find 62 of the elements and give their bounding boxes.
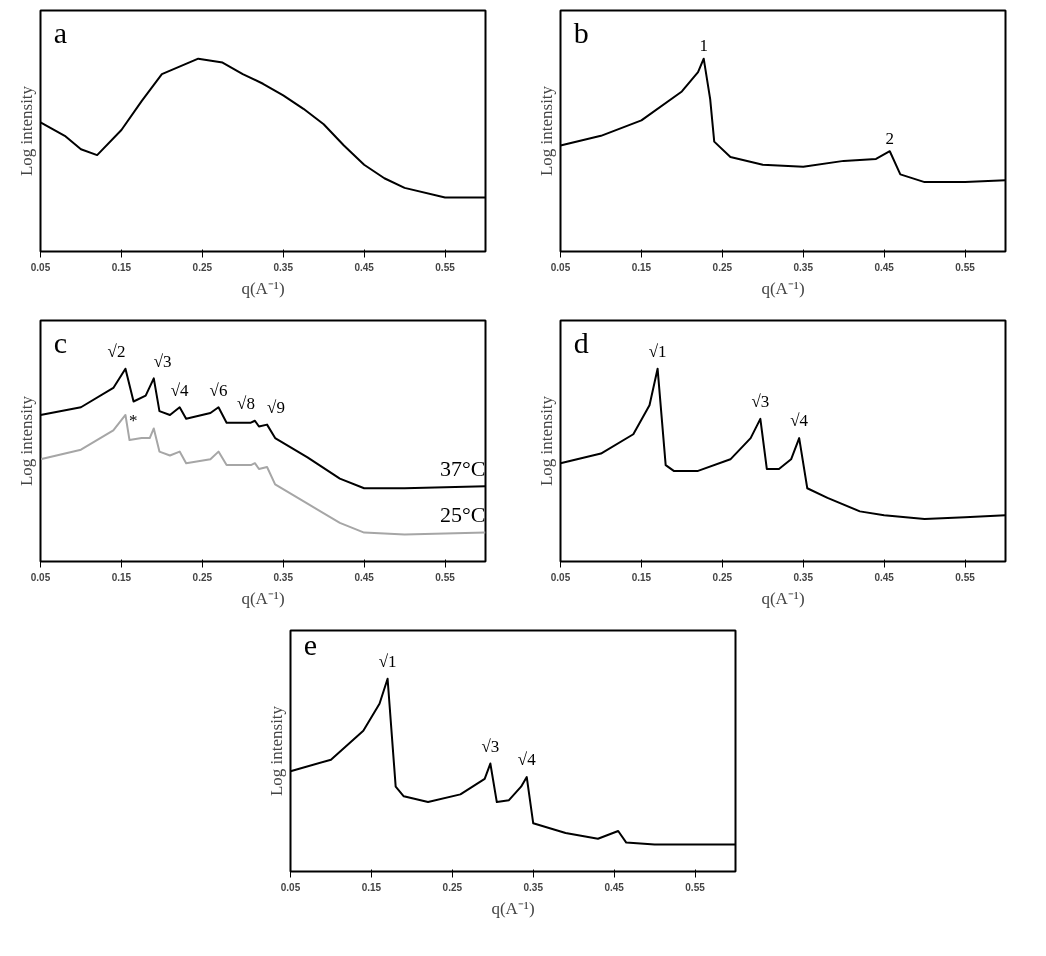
x-tick-label: 0.55 — [685, 881, 706, 893]
x-tick-label: 0.35 — [273, 261, 294, 273]
x-tick-label: 0.25 — [712, 571, 733, 583]
annotation: √4 — [517, 750, 537, 770]
x-tick-label: 0.25 — [192, 571, 213, 583]
annotation: √3 — [751, 392, 770, 412]
x-tick-label: 0.05 — [280, 881, 301, 893]
x-axis-title: q(A⁻¹) — [761, 278, 805, 298]
x-axis-title: q(A⁻¹) — [241, 588, 285, 608]
y-axis-title: Log intensity — [16, 395, 36, 487]
y-axis-title: Log intensity — [266, 705, 286, 797]
y-axis-title: Log intensity — [536, 395, 556, 487]
text: c — [53, 326, 68, 360]
text: b — [573, 16, 589, 50]
x-tick-label: 0.05 — [30, 571, 51, 583]
x-tick-label: 0.15 — [111, 571, 132, 583]
y-axis-title: Log intensity — [16, 85, 36, 177]
x-tick-label: 0.45 — [354, 571, 375, 583]
x-tick-label: 0.15 — [111, 261, 132, 273]
x-axis-title: q(A⁻¹) — [241, 278, 285, 298]
annotation: √9 — [267, 397, 285, 417]
x-tick-label: 0.05 — [550, 261, 571, 273]
annotation: 2 — [885, 128, 895, 148]
annotation: √4 — [170, 380, 190, 400]
text: d — [573, 326, 589, 360]
x-tick-label: 0.25 — [442, 881, 463, 893]
x-tick-label: 0.45 — [604, 881, 625, 893]
x-tick-label: 0.45 — [874, 261, 895, 273]
x-axis-title: q(A⁻¹) — [761, 588, 805, 608]
annotation: √1 — [378, 651, 397, 671]
x-tick-label: 0.35 — [273, 571, 294, 583]
annotation: √6 — [209, 380, 228, 400]
annotation: √4 — [790, 411, 809, 431]
annotation: * — [129, 411, 138, 431]
x-tick-label: 0.25 — [712, 261, 733, 273]
x-tick-label: 0.55 — [435, 571, 456, 583]
series-label: 25°C — [440, 501, 486, 527]
x-tick-label: 0.25 — [192, 261, 213, 273]
x-tick-label: 0.15 — [631, 261, 652, 273]
x-tick-label: 0.35 — [793, 261, 814, 273]
x-tick-label: 0.55 — [955, 571, 976, 583]
x-axis-title: q(A⁻¹) — [491, 898, 535, 918]
text: e — [303, 628, 318, 662]
series-label: 37°C — [440, 455, 486, 481]
x-tick-label: 0.35 — [793, 571, 814, 583]
y-axis-title: Log intensity — [536, 85, 556, 177]
x-tick-label: 0.05 — [30, 261, 51, 273]
x-tick-label: 0.45 — [874, 571, 895, 583]
x-tick-label: 0.05 — [550, 571, 571, 583]
x-tick-label: 0.45 — [354, 261, 375, 273]
text: a — [53, 16, 68, 50]
x-tick-label: 0.15 — [361, 881, 382, 893]
x-tick-label: 0.35 — [523, 881, 544, 893]
x-tick-label: 0.55 — [435, 261, 456, 273]
annotation: √1 — [648, 341, 667, 361]
x-tick-label: 0.15 — [631, 571, 652, 583]
x-tick-label: 0.55 — [955, 261, 976, 273]
annotation: √3 — [153, 351, 172, 371]
annotation: √3 — [481, 736, 500, 756]
annotation: 1 — [699, 35, 708, 55]
annotation: √2 — [107, 341, 126, 361]
annotation: √8 — [237, 394, 255, 414]
